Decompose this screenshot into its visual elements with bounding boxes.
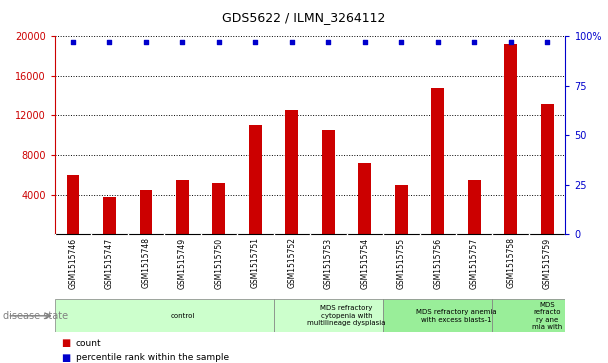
Text: ■: ■ xyxy=(61,352,70,363)
Point xyxy=(360,39,370,45)
Text: GSM1515755: GSM1515755 xyxy=(397,237,406,289)
Bar xyxy=(249,125,261,234)
Text: GSM1515751: GSM1515751 xyxy=(251,237,260,288)
Text: GSM1515748: GSM1515748 xyxy=(142,237,150,288)
Text: GSM1515747: GSM1515747 xyxy=(105,237,114,289)
FancyBboxPatch shape xyxy=(274,299,383,332)
Text: GSM1515754: GSM1515754 xyxy=(361,237,369,289)
Point xyxy=(287,39,297,45)
Bar xyxy=(358,163,371,234)
Text: count: count xyxy=(76,339,102,347)
Text: GSM1515756: GSM1515756 xyxy=(434,237,442,289)
Bar xyxy=(212,183,225,234)
Bar xyxy=(66,175,79,234)
Point xyxy=(323,39,333,45)
Point xyxy=(506,39,516,45)
Text: percentile rank within the sample: percentile rank within the sample xyxy=(76,353,229,362)
Point xyxy=(68,39,78,45)
Bar xyxy=(541,103,553,234)
Text: ■: ■ xyxy=(61,338,70,348)
FancyBboxPatch shape xyxy=(492,299,565,332)
Point xyxy=(469,39,479,45)
Text: GSM1515749: GSM1515749 xyxy=(178,237,187,289)
Text: disease state: disease state xyxy=(3,311,68,321)
Text: MDS refractory anemia
with excess blasts-1: MDS refractory anemia with excess blasts… xyxy=(416,309,496,323)
Point xyxy=(141,39,151,45)
Bar xyxy=(431,88,444,234)
Bar xyxy=(285,110,298,234)
FancyBboxPatch shape xyxy=(383,299,492,332)
Point xyxy=(433,39,443,45)
Text: control: control xyxy=(170,313,195,319)
Text: GDS5622 / ILMN_3264112: GDS5622 / ILMN_3264112 xyxy=(223,11,385,24)
FancyBboxPatch shape xyxy=(55,299,274,332)
Text: MDS
refracto
ry ane
mia with: MDS refracto ry ane mia with xyxy=(532,302,562,330)
Text: MDS refractory
cytopenia with
multilineage dysplasia: MDS refractory cytopenia with multilinea… xyxy=(307,305,386,326)
Bar xyxy=(176,180,188,234)
Bar xyxy=(139,189,152,234)
Bar xyxy=(468,180,480,234)
Text: GSM1515753: GSM1515753 xyxy=(324,237,333,289)
Point xyxy=(178,39,187,45)
Bar xyxy=(103,196,116,234)
Text: GSM1515750: GSM1515750 xyxy=(215,237,223,289)
Text: GSM1515757: GSM1515757 xyxy=(470,237,478,289)
Bar xyxy=(395,185,407,234)
Text: GSM1515746: GSM1515746 xyxy=(69,237,77,289)
Point xyxy=(214,39,224,45)
Bar xyxy=(504,44,517,234)
Point xyxy=(250,39,260,45)
Point xyxy=(105,39,114,45)
Text: GSM1515758: GSM1515758 xyxy=(506,237,515,288)
Point xyxy=(542,39,552,45)
Text: GSM1515759: GSM1515759 xyxy=(543,237,551,289)
Bar xyxy=(322,130,334,234)
Text: GSM1515752: GSM1515752 xyxy=(288,237,296,288)
Point xyxy=(396,39,406,45)
